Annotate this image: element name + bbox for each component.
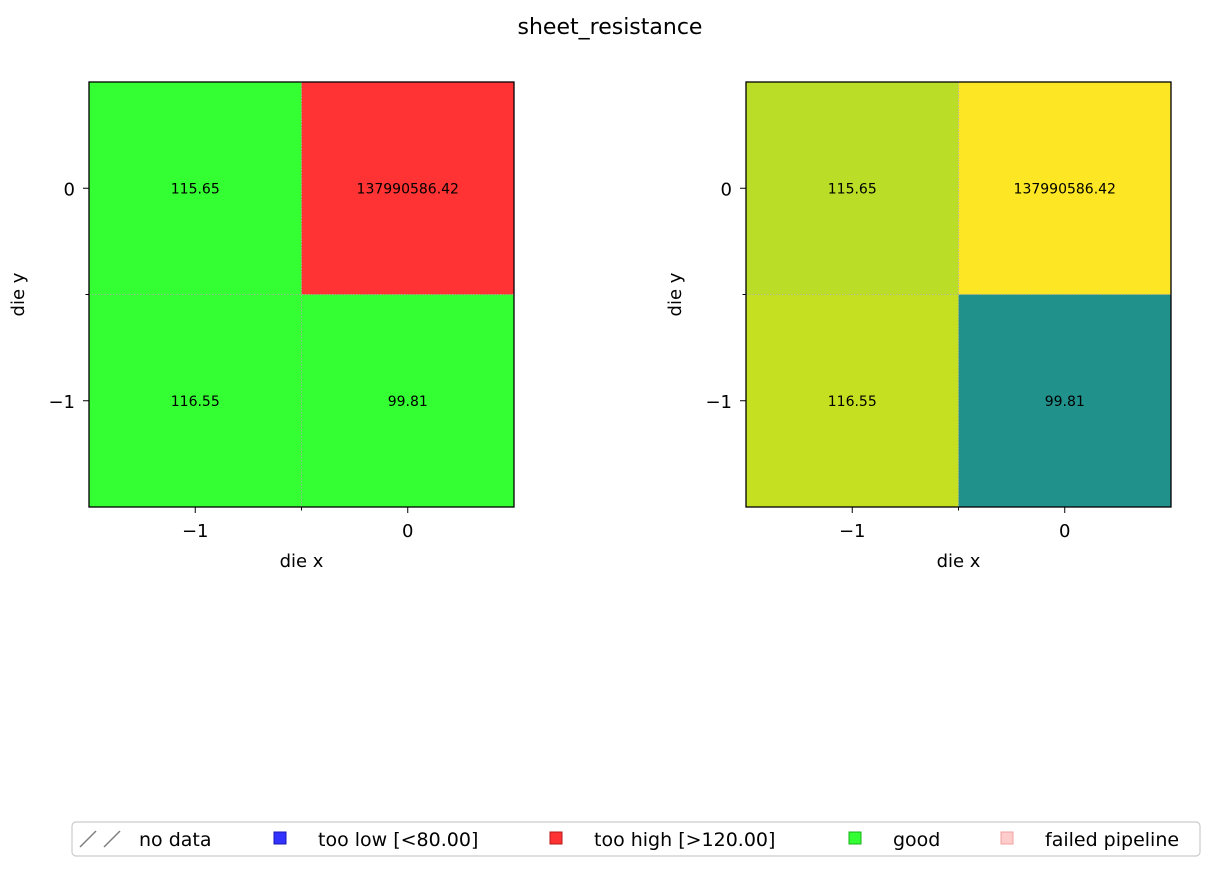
x-axis-label: die x <box>280 551 324 572</box>
heatmap-cell <box>301 294 514 507</box>
y-tick-label: 0 <box>64 179 75 200</box>
legend-label: too low [<80.00] <box>318 829 478 851</box>
cell-value-label: 137990586.42 <box>1014 181 1116 197</box>
x-tick-label: −1 <box>182 521 209 542</box>
y-tick-label: −1 <box>705 392 732 413</box>
y-axis-label: die y <box>8 272 29 316</box>
legend-label: no data <box>139 829 212 851</box>
heatmap-cell <box>89 294 302 507</box>
cell-value-label: 99.81 <box>388 394 428 410</box>
cell-value-label: 115.65 <box>828 181 877 197</box>
y-tick-label: 0 <box>721 179 732 200</box>
legend-marker <box>549 831 563 845</box>
legend-hatch-mark <box>103 830 121 848</box>
y-tick-label: −1 <box>48 392 75 413</box>
y-axis-label: die y <box>665 272 686 316</box>
legend-item-no-data: no data <box>79 829 212 851</box>
heatmap-cell <box>958 82 1171 295</box>
heatmap-cell <box>89 82 302 295</box>
x-axis-label: die x <box>937 551 981 572</box>
legend-hatch-mark <box>79 830 97 848</box>
legend-item-good: good <box>848 829 940 851</box>
heatmap-cell <box>746 82 959 295</box>
x-tick-label: 0 <box>402 521 413 542</box>
heatmap-cell <box>746 294 959 507</box>
cell-value-label: 115.65 <box>171 181 220 197</box>
legend-item-failed-pipeline: failed pipeline <box>1000 829 1179 851</box>
cell-value-label: 116.55 <box>171 394 220 410</box>
legend-label: too high [>120.00] <box>594 829 775 851</box>
legend-item-too-high: too high [>120.00] <box>549 829 775 851</box>
cell-value-label: 99.81 <box>1045 394 1085 410</box>
x-tick-label: −1 <box>839 521 866 542</box>
heatmap-panel-right: 115.65 137990586.42 116.55 99.81 −1 0 0 −1 die x… <box>665 81 1172 572</box>
heatmap-panel-left: 115.65 137990586.42 116.55 99.81 −1 0 0 −1 die x… <box>8 81 515 572</box>
legend-item-too-low: too low [<80.00] <box>273 829 478 851</box>
cell-value-label: 137990586.42 <box>357 181 459 197</box>
figure-title: sheet_resistance <box>518 15 703 40</box>
legend-frame <box>71 821 1201 857</box>
legend-label: good <box>893 829 940 851</box>
legend-marker <box>273 831 287 845</box>
heatmap-cell <box>958 294 1171 507</box>
legend-marker <box>848 831 862 845</box>
heatmap-cell <box>301 82 514 295</box>
legend-label: failed pipeline <box>1045 829 1179 851</box>
cell-value-label: 116.55 <box>828 394 877 410</box>
x-tick-label: 0 <box>1059 521 1070 542</box>
legend-marker <box>1000 831 1014 845</box>
legend: no data too low [<80.00] too high [>120.… <box>71 821 1201 857</box>
